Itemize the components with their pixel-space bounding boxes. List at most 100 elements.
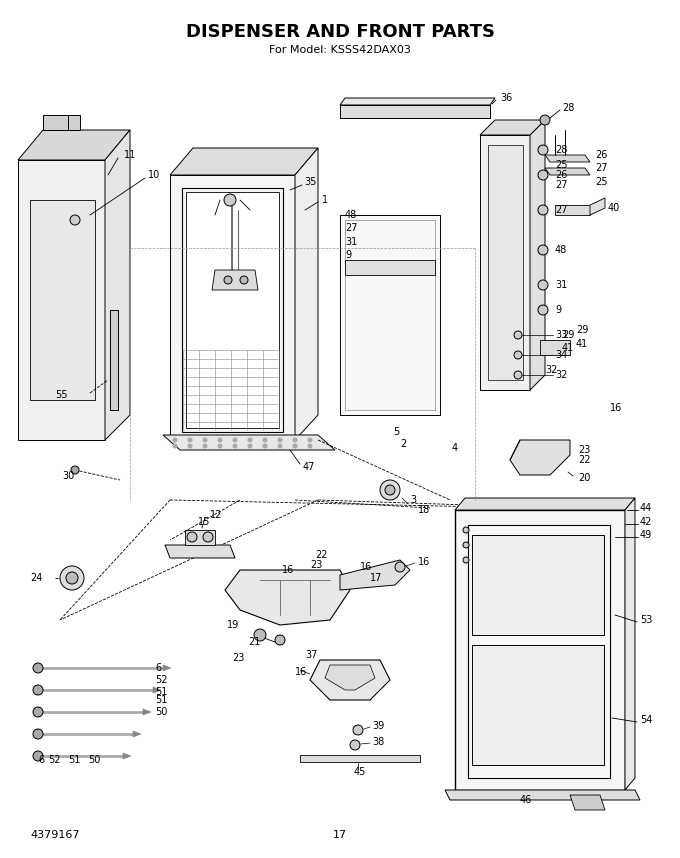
Text: 32: 32 bbox=[545, 365, 558, 375]
Circle shape bbox=[540, 115, 550, 125]
Polygon shape bbox=[570, 795, 605, 810]
Circle shape bbox=[538, 280, 548, 290]
Text: 39: 39 bbox=[372, 721, 384, 731]
Text: 23: 23 bbox=[578, 445, 590, 455]
Text: 10: 10 bbox=[148, 170, 160, 180]
Text: 9: 9 bbox=[555, 305, 561, 315]
Polygon shape bbox=[340, 105, 490, 118]
Text: 34: 34 bbox=[555, 350, 567, 360]
Circle shape bbox=[71, 466, 79, 474]
Text: 31: 31 bbox=[345, 237, 357, 247]
Circle shape bbox=[187, 532, 197, 542]
Polygon shape bbox=[185, 530, 215, 545]
Polygon shape bbox=[510, 440, 570, 475]
Text: 15: 15 bbox=[198, 517, 210, 527]
Circle shape bbox=[514, 371, 522, 379]
Text: 31: 31 bbox=[555, 280, 567, 290]
Circle shape bbox=[292, 438, 298, 443]
Circle shape bbox=[70, 215, 80, 225]
Polygon shape bbox=[480, 120, 545, 135]
Text: 18: 18 bbox=[418, 505, 430, 515]
Circle shape bbox=[33, 663, 43, 673]
Text: 19: 19 bbox=[227, 620, 239, 630]
Polygon shape bbox=[300, 755, 420, 762]
Polygon shape bbox=[340, 560, 410, 590]
Text: 29: 29 bbox=[562, 330, 575, 340]
Text: 6: 6 bbox=[155, 663, 161, 673]
Text: 50: 50 bbox=[155, 707, 167, 717]
Text: 35: 35 bbox=[304, 177, 316, 187]
Polygon shape bbox=[545, 155, 590, 162]
Polygon shape bbox=[540, 340, 570, 355]
Text: 41: 41 bbox=[576, 339, 588, 349]
Polygon shape bbox=[545, 168, 590, 175]
Polygon shape bbox=[345, 260, 435, 275]
Polygon shape bbox=[530, 120, 545, 390]
Circle shape bbox=[514, 331, 522, 339]
Circle shape bbox=[224, 276, 232, 284]
Text: 26: 26 bbox=[595, 150, 607, 160]
Text: 17: 17 bbox=[333, 830, 347, 840]
Polygon shape bbox=[165, 545, 235, 558]
Text: 40: 40 bbox=[608, 203, 620, 213]
Circle shape bbox=[254, 629, 266, 641]
Polygon shape bbox=[340, 98, 495, 105]
Text: 45: 45 bbox=[354, 767, 367, 777]
Text: 52: 52 bbox=[48, 755, 61, 765]
Polygon shape bbox=[310, 660, 390, 700]
Text: 23: 23 bbox=[310, 560, 322, 570]
Polygon shape bbox=[325, 665, 375, 690]
Text: 41: 41 bbox=[562, 343, 574, 353]
Text: 47: 47 bbox=[303, 462, 316, 472]
Circle shape bbox=[538, 170, 548, 180]
Circle shape bbox=[307, 444, 313, 449]
Bar bbox=[472, 535, 604, 635]
Polygon shape bbox=[295, 148, 318, 440]
Polygon shape bbox=[153, 687, 161, 693]
Circle shape bbox=[350, 740, 360, 750]
Circle shape bbox=[262, 444, 267, 449]
Text: 5: 5 bbox=[393, 427, 399, 437]
Text: 32: 32 bbox=[555, 370, 567, 380]
Circle shape bbox=[307, 438, 313, 443]
Text: 16: 16 bbox=[360, 562, 372, 572]
Text: 16: 16 bbox=[295, 667, 307, 677]
Text: 3: 3 bbox=[410, 495, 416, 505]
Text: 49: 49 bbox=[640, 530, 652, 540]
Circle shape bbox=[538, 305, 548, 315]
Polygon shape bbox=[340, 215, 440, 415]
Circle shape bbox=[173, 438, 177, 443]
Polygon shape bbox=[225, 570, 350, 625]
Polygon shape bbox=[170, 148, 318, 175]
Polygon shape bbox=[68, 115, 80, 130]
Polygon shape bbox=[480, 135, 530, 390]
Text: 11: 11 bbox=[124, 150, 136, 160]
Circle shape bbox=[538, 205, 548, 215]
Circle shape bbox=[248, 444, 252, 449]
Text: 27: 27 bbox=[595, 163, 607, 173]
Text: 28: 28 bbox=[562, 103, 575, 113]
Circle shape bbox=[385, 485, 395, 495]
Text: 42: 42 bbox=[640, 517, 652, 527]
Polygon shape bbox=[30, 200, 95, 400]
Circle shape bbox=[218, 438, 222, 443]
Text: 51: 51 bbox=[68, 755, 80, 765]
Text: 20: 20 bbox=[578, 473, 590, 483]
Bar bbox=[488, 145, 523, 380]
Circle shape bbox=[277, 444, 282, 449]
Circle shape bbox=[33, 751, 43, 761]
Polygon shape bbox=[212, 270, 258, 290]
Text: 55: 55 bbox=[55, 390, 67, 400]
Text: For Model: KSSS42DAX03: For Model: KSSS42DAX03 bbox=[269, 45, 411, 55]
Text: 6: 6 bbox=[38, 755, 44, 765]
Polygon shape bbox=[133, 731, 141, 737]
Circle shape bbox=[240, 276, 248, 284]
Circle shape bbox=[275, 635, 285, 645]
Text: 48: 48 bbox=[555, 245, 567, 255]
Circle shape bbox=[233, 444, 237, 449]
Text: 16: 16 bbox=[418, 557, 430, 567]
Text: 9: 9 bbox=[345, 250, 351, 260]
Text: 23: 23 bbox=[232, 653, 244, 663]
Text: 12: 12 bbox=[210, 510, 222, 520]
Polygon shape bbox=[18, 130, 130, 160]
